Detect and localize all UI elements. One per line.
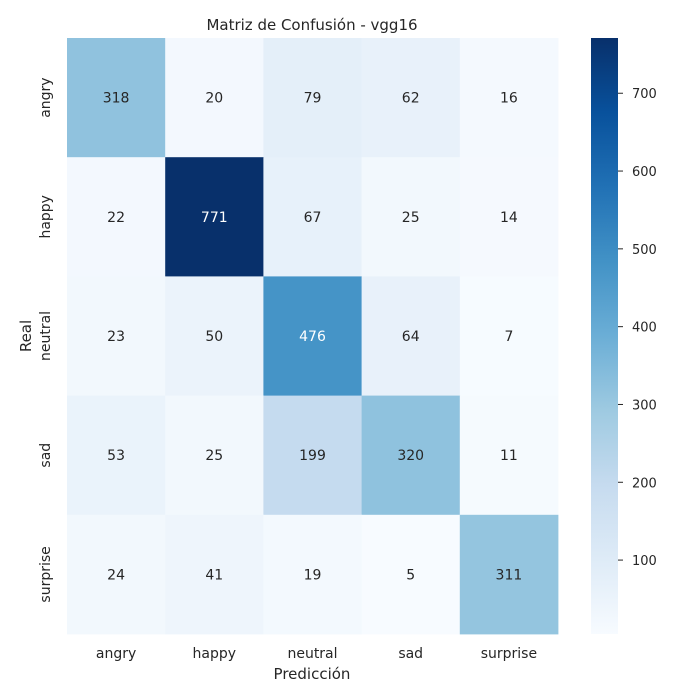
cell-value-label: 7: [504, 329, 513, 345]
y-tick-label: surprise: [38, 546, 54, 602]
x-tick-label: angry: [96, 646, 136, 662]
colorbar-tick-label: 700: [632, 87, 657, 102]
cell-value-label: 64: [402, 329, 420, 345]
cell-value-label: 318: [103, 91, 130, 107]
heatmap-cells: 318 20 79 62 16 22 771 67 25 14 23 50 476 64 7 53 25 199 3…: [67, 38, 559, 635]
cell-value-label: 62: [402, 91, 420, 107]
colorbar-tick-label: 500: [632, 243, 657, 258]
colorbar-tick-label: 300: [632, 398, 657, 413]
x-tick-labels: angry happy neutral sad surprise: [96, 646, 537, 662]
heatmap-cell: [361, 514, 461, 635]
y-tick-label: angry: [38, 77, 54, 117]
heatmap-cell: [67, 157, 166, 277]
heatmap-cell: [263, 514, 362, 635]
cell-value-label: 53: [107, 448, 125, 464]
heatmap-cell: [263, 395, 362, 516]
cell-value-label: 20: [205, 91, 223, 107]
heatmap-cell: [459, 276, 559, 396]
cell-value-label: 41: [205, 567, 223, 583]
heatmap-cell: [165, 395, 264, 516]
cell-value-label: 771: [201, 210, 228, 226]
colorbar: [591, 38, 618, 634]
y-tick-label: happy: [38, 195, 54, 239]
heatmap-cell: [263, 157, 362, 277]
colorbar-tick-label: 600: [632, 165, 657, 180]
colorbar-ticks: 100 200 300 400 500 600 700: [618, 87, 657, 569]
heatmap-cell: [459, 395, 559, 516]
x-tick-label: surprise: [481, 646, 537, 662]
cell-value-label: 14: [500, 210, 518, 226]
heatmap-cell: [67, 395, 166, 516]
cell-value-label: 311: [496, 567, 523, 583]
heatmap-cell: [361, 157, 461, 277]
cell-value-label: 11: [500, 448, 518, 464]
heatmap-cell: [165, 276, 264, 396]
cell-value-label: 16: [500, 91, 518, 107]
y-tick-labels: angry happy neutral sad surprise: [38, 77, 54, 602]
cell-value-label: 23: [107, 329, 125, 345]
cell-value-label: 19: [304, 567, 322, 583]
cell-value-label: 5: [406, 567, 415, 583]
cell-value-label: 199: [299, 448, 326, 464]
x-axis-label: Predicción: [274, 665, 351, 683]
heatmap-cell: [361, 38, 461, 158]
cell-value-label: 25: [402, 210, 420, 226]
y-axis-label: Real: [17, 320, 35, 352]
heatmap-cell: [263, 38, 362, 158]
heatmap-cell: [165, 514, 264, 635]
heatmap-cell: [165, 38, 264, 158]
chart-title: Matriz de Confusión - vgg16: [206, 16, 417, 34]
heatmap-cell: [67, 276, 166, 396]
heatmap-cell: [67, 514, 166, 635]
x-tick-label: neutral: [287, 646, 337, 662]
colorbar-tick-label: 400: [632, 321, 657, 336]
colorbar-tick-label: 200: [632, 476, 657, 491]
y-tick-label: sad: [38, 443, 54, 468]
cell-value-label: 67: [304, 210, 322, 226]
colorbar-tick-label: 100: [632, 554, 657, 569]
cell-value-label: 50: [205, 329, 223, 345]
cell-value-label: 476: [299, 329, 326, 345]
heatmap-cell: [459, 38, 559, 158]
heatmap-cell: [263, 276, 362, 396]
cell-value-label: 24: [107, 567, 125, 583]
heatmap-cell: [459, 157, 559, 277]
x-tick-label: happy: [193, 646, 237, 662]
heatmap-cell: [459, 514, 559, 635]
y-tick-label: neutral: [38, 311, 54, 361]
cell-value-label: 25: [205, 448, 223, 464]
heatmap-cell: [361, 276, 461, 396]
heatmap-cell: [67, 38, 166, 158]
cell-value-label: 79: [304, 91, 322, 107]
heatmap-cell: [361, 395, 461, 516]
x-tick-label: sad: [398, 646, 423, 662]
heatmap-cell: [165, 157, 264, 277]
cell-value-label: 320: [397, 448, 424, 464]
cell-value-label: 22: [107, 210, 125, 226]
